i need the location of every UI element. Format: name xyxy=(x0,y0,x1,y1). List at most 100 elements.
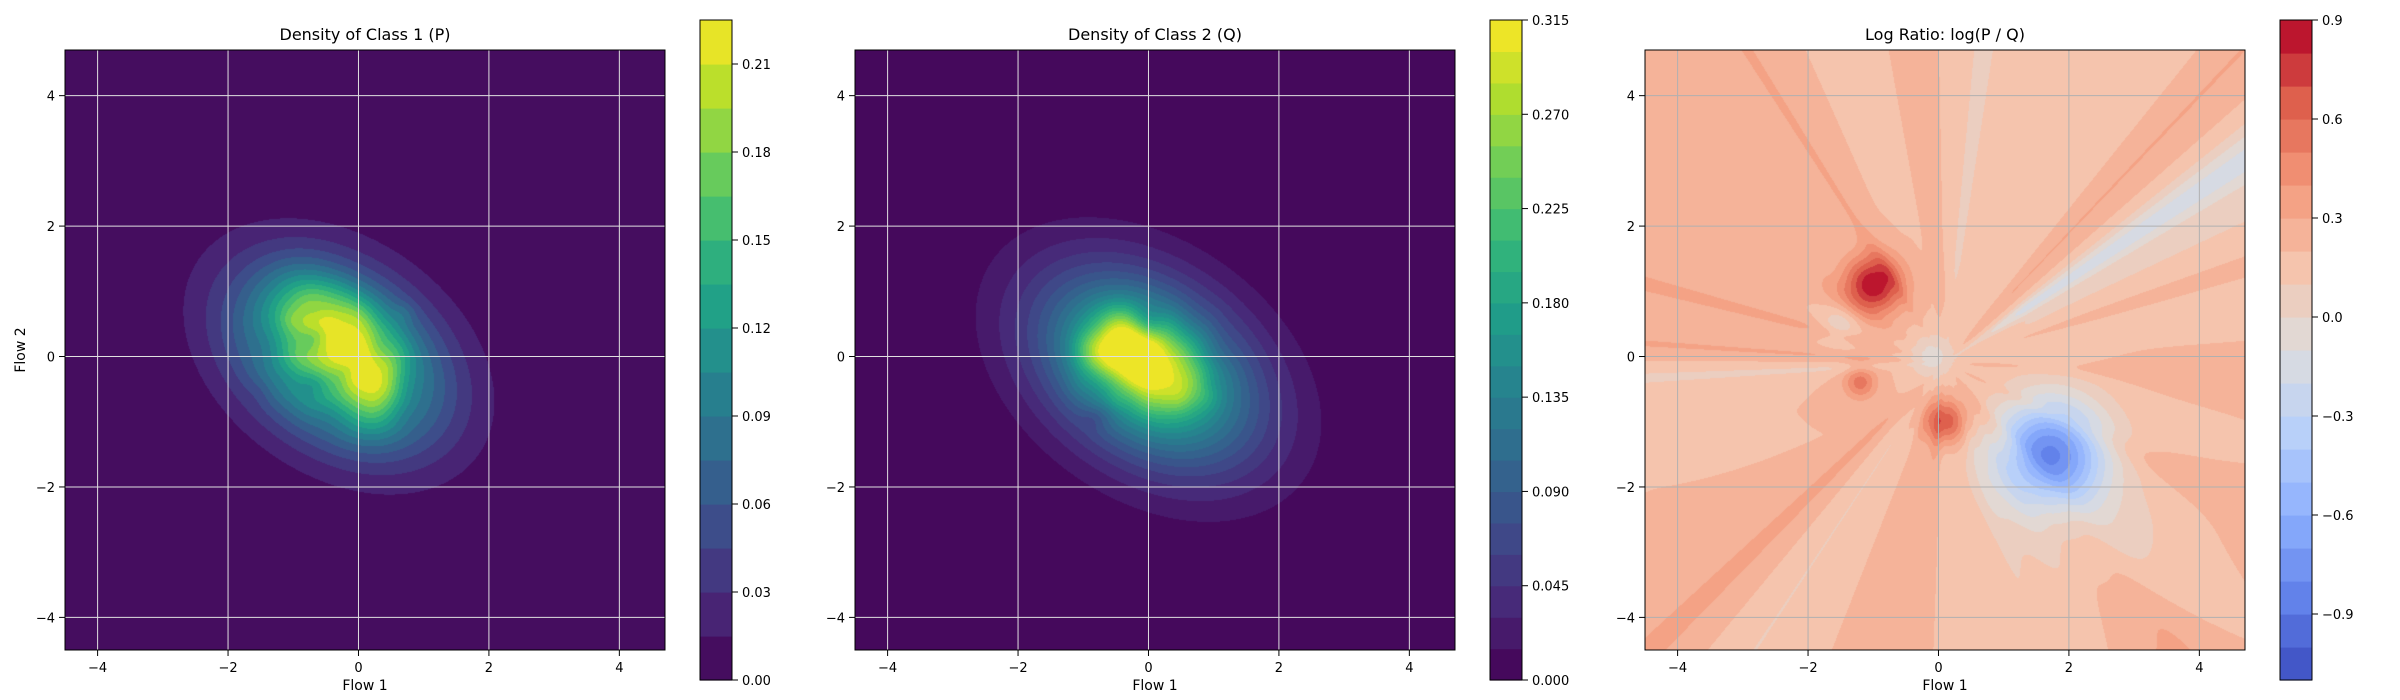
panel-1-y-axis-label: Flow 2 xyxy=(13,327,29,372)
panel-2-colorbar-ticks: 0.000 0.045 0.090 0.135 0.180 0.225 0.270 0.315 xyxy=(1522,14,1569,689)
y-tick-label: 2 xyxy=(1627,220,1635,235)
x-tick-label: −4 xyxy=(878,661,897,676)
colorbar-level xyxy=(2280,581,2312,615)
colorbar-tick-label: 0.21 xyxy=(742,58,771,73)
colorbar-tick-label: 0.15 xyxy=(742,234,771,249)
colorbar-level xyxy=(1490,648,1522,681)
colorbar-level xyxy=(1490,491,1522,524)
y-tick-label: −4 xyxy=(1616,611,1635,626)
colorbar-level xyxy=(700,416,732,461)
y-tick-label: 0 xyxy=(47,351,55,366)
colorbar-level xyxy=(700,636,732,681)
panel-3-y-axis-ticks: −4 −2 0 2 4 xyxy=(1616,90,1645,626)
y-tick-label: −2 xyxy=(1616,481,1635,496)
colorbar-level xyxy=(2280,152,2312,186)
y-tick-label: −2 xyxy=(826,481,845,496)
colorbar-tick-label: 0.00 xyxy=(742,674,771,689)
x-tick-label: 4 xyxy=(2195,661,2203,676)
panel-1-colorbar: 0.00 0.03 0.06 0.09 0.12 0.15 0.18 0.21 xyxy=(699,19,771,689)
colorbar-level xyxy=(700,372,732,417)
colorbar-frame xyxy=(1489,19,1523,681)
colorbar-level xyxy=(700,592,732,637)
colorbar-tick-label: 0.18 xyxy=(742,146,771,161)
panel-2-plot-area xyxy=(854,49,1456,651)
colorbar-tick-label: 0.03 xyxy=(742,586,771,601)
panel-2-x-axis-label: Flow 1 xyxy=(1132,678,1177,694)
panel-3-colorbar: −0.9 −0.6 −0.3 0.0 0.3 0.6 0.9 xyxy=(2279,14,2354,681)
colorbar-tick-label: 0.315 xyxy=(1532,14,1569,29)
colorbar-tick-label: −0.3 xyxy=(2322,410,2354,425)
colorbar-level xyxy=(2280,20,2312,54)
panel-1-y-axis-ticks: −4 −2 0 2 4 xyxy=(36,90,65,626)
colorbar-level xyxy=(1490,114,1522,147)
y-tick-label: 2 xyxy=(47,220,55,235)
panel-2-y-axis-ticks: −4 −2 0 2 4 xyxy=(826,90,855,626)
colorbar-tick-label: −0.9 xyxy=(2322,608,2354,623)
colorbar-level xyxy=(1490,460,1522,493)
colorbar-level xyxy=(2280,119,2312,153)
colorbar-level xyxy=(2280,350,2312,384)
colorbar-level xyxy=(1490,208,1522,241)
colorbar-level xyxy=(2280,383,2312,417)
panel-3-colorbar-ticks: −0.9 −0.6 −0.3 0.0 0.3 0.6 0.9 xyxy=(2312,14,2354,623)
colorbar-tick-label: −0.6 xyxy=(2322,509,2354,524)
y-tick-label: 0 xyxy=(1627,351,1635,366)
colorbar-level xyxy=(1490,397,1522,430)
colorbar-level xyxy=(2280,53,2312,87)
colorbar-tick-label: 0.270 xyxy=(1532,108,1569,123)
colorbar-tick-label: 0.3 xyxy=(2322,212,2343,227)
colorbar-tick-label: 0.225 xyxy=(1532,203,1569,218)
colorbar-level xyxy=(700,460,732,505)
colorbar-level xyxy=(700,284,732,329)
colorbar-frame xyxy=(2279,19,2313,681)
colorbar-tick-label: 0.6 xyxy=(2322,113,2343,128)
colorbar-level xyxy=(2280,482,2312,516)
colorbar-level xyxy=(1490,145,1522,178)
colorbar-level xyxy=(1490,522,1522,555)
panel-3-plot-area xyxy=(1644,49,2246,651)
colorbar-tick-label: 0.9 xyxy=(2322,14,2343,29)
panel-1-plot-area xyxy=(64,49,666,651)
y-tick-label: 4 xyxy=(1627,90,1635,105)
panel-1-x-axis-label: Flow 1 xyxy=(342,678,387,694)
colorbar-level xyxy=(1490,428,1522,461)
colorbar-level xyxy=(1490,585,1522,618)
colorbar-level xyxy=(2280,449,2312,483)
colorbar-tick-label: 0.000 xyxy=(1532,674,1569,689)
colorbar-level xyxy=(700,196,732,241)
panel-2-colorbar: 0.000 0.045 0.090 0.135 0.180 0.225 0.270 0.315 xyxy=(1489,14,1569,689)
panel-2-title: Density of Class 2 (Q) xyxy=(1068,25,1242,44)
colorbar-tick-label: 0.0 xyxy=(2322,311,2343,326)
y-tick-label: −2 xyxy=(36,481,55,496)
panel-3-x-axis-ticks: −4 −2 0 2 4 xyxy=(1668,650,2203,676)
colorbar-level xyxy=(2280,284,2312,318)
y-tick-label: −4 xyxy=(36,611,55,626)
colorbar-level xyxy=(2280,515,2312,549)
colorbar-level xyxy=(2280,86,2312,120)
x-tick-label: 0 xyxy=(354,661,362,676)
colorbar-level xyxy=(2280,251,2312,285)
x-tick-label: 4 xyxy=(1405,661,1413,676)
panel-1-grid xyxy=(65,50,665,650)
colorbar-level xyxy=(1490,177,1522,210)
x-tick-label: −4 xyxy=(88,661,107,676)
panel-class2-density: Density of Class 2 (Q) −4 −2 0 2 4 −4 −2 0 2 4 F… xyxy=(826,14,1569,694)
colorbar-level xyxy=(1490,617,1522,650)
colorbar-level xyxy=(700,548,732,593)
colorbar-level xyxy=(700,240,732,285)
y-tick-label: −4 xyxy=(826,611,845,626)
colorbar-level xyxy=(1490,271,1522,304)
colorbar-level xyxy=(1490,365,1522,398)
x-tick-label: 0 xyxy=(1934,661,1942,676)
x-tick-label: 2 xyxy=(485,661,493,676)
colorbar-tick-label: 0.06 xyxy=(742,498,771,513)
y-tick-label: 4 xyxy=(837,90,845,105)
y-tick-label: 0 xyxy=(837,351,845,366)
panel-3-grid xyxy=(1645,50,2245,650)
panel-1-title: Density of Class 1 (P) xyxy=(280,25,451,44)
x-tick-label: 0 xyxy=(1144,661,1152,676)
colorbar-frame xyxy=(699,19,733,681)
colorbar-level xyxy=(700,328,732,373)
panel-2-grid xyxy=(855,50,1455,650)
colorbar-tick-label: 0.180 xyxy=(1532,297,1569,312)
